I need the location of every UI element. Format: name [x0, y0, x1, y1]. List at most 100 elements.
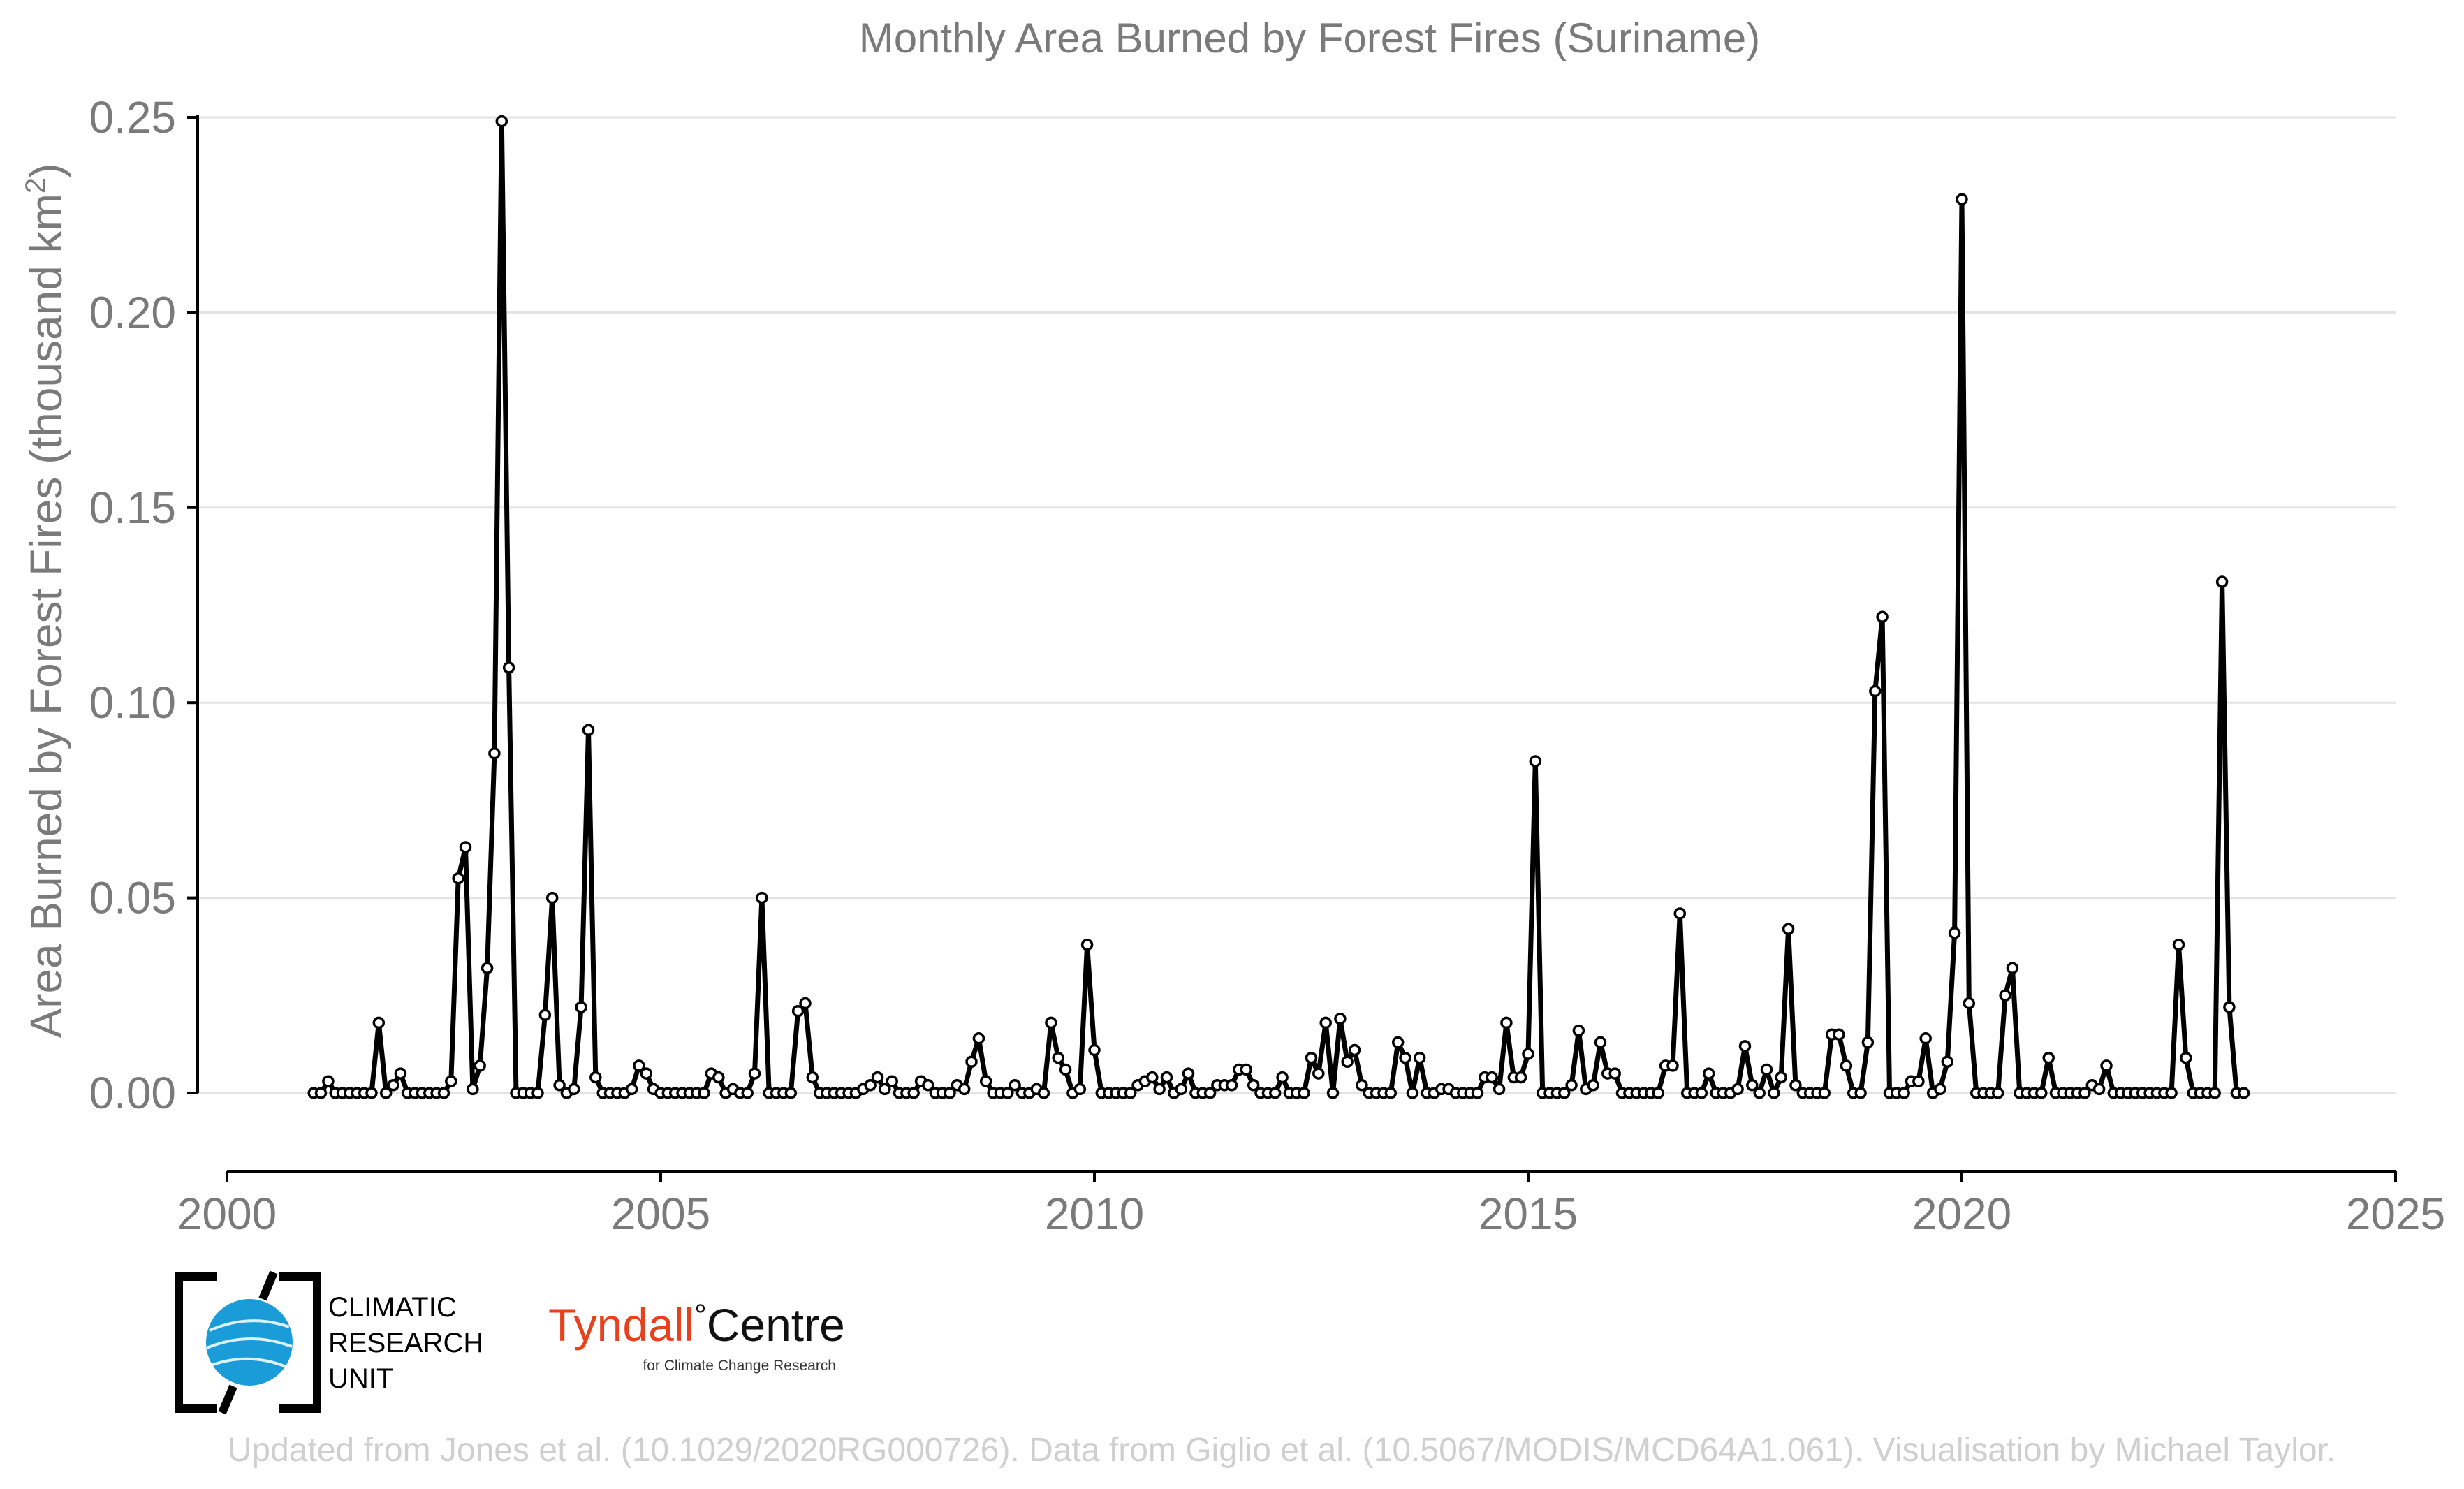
- y-axis-label-superscript: 2: [20, 178, 51, 193]
- data-point: [864, 1079, 877, 1092]
- data-point: [459, 841, 472, 853]
- y-tick-label: 0.25: [89, 92, 176, 142]
- data-point: [633, 1059, 645, 1072]
- data-point: [1991, 1087, 2004, 1099]
- data-point: [1963, 997, 1976, 1010]
- data-point: [791, 1004, 805, 1018]
- x-tick-labels: 2000 2005 2010 2015 2020 2025: [177, 1189, 2445, 1239]
- data-point: [1753, 1087, 1766, 1099]
- data-points: [307, 115, 2250, 1099]
- y-axis-label: Area Burned by Forest Fires (thousand km…: [20, 163, 71, 1039]
- data-point: [1919, 1032, 1932, 1045]
- data-point: [379, 1087, 393, 1099]
- tyndall-logo-subtitle: for Climate Change Research: [643, 1358, 836, 1374]
- data-point: [907, 1087, 920, 1099]
- data-point: [1009, 1079, 1021, 1092]
- data-point: [1356, 1079, 1368, 1092]
- data-point: [1268, 1087, 1282, 1099]
- x-tick-label: 2005: [611, 1189, 710, 1239]
- data-point: [1514, 1071, 1527, 1084]
- data-point: [1587, 1079, 1599, 1092]
- data-point: [871, 1071, 884, 1084]
- y-tick-label: 0.15: [89, 483, 176, 533]
- data-point: [2100, 1059, 2113, 1072]
- data-point: [1695, 1087, 1708, 1099]
- data-point: [972, 1032, 985, 1045]
- tyndall-logo-degree: °: [694, 1298, 707, 1333]
- y-tick-labels: 0.00 0.05 0.10 0.15 0.20 0.25: [89, 92, 198, 1118]
- y-tick-label: 0.05: [89, 873, 176, 923]
- data-point: [1334, 1013, 1347, 1025]
- data-point: [1305, 1051, 1318, 1064]
- data-point: [1276, 1071, 1289, 1084]
- data-point: [1182, 1067, 1195, 1080]
- data-point: [1002, 1087, 1014, 1099]
- data-point: [1073, 1083, 1087, 1096]
- x-tick-label: 2020: [1912, 1189, 2011, 1239]
- credit-text: Updated from Jones et al. (10.1029/2020R…: [228, 1432, 2336, 1469]
- cru-logo: CLIMATIC RESEARCH UNIT: [175, 1270, 483, 1415]
- data-point: [1406, 1087, 1419, 1099]
- data-point: [1702, 1067, 1715, 1080]
- data-point: [1146, 1071, 1159, 1084]
- data-point: [1160, 1071, 1173, 1084]
- data-point: [495, 115, 508, 128]
- data-point: [2035, 1087, 2048, 1099]
- data-point: [1348, 1043, 1361, 1057]
- cru-logo-bracket-left: [175, 1272, 217, 1413]
- cru-logo-slash-top: [258, 1270, 278, 1301]
- data-point: [1341, 1055, 1354, 1069]
- data-point: [1326, 1087, 1340, 1099]
- data-point: [799, 997, 812, 1010]
- data-point: [1312, 1067, 1325, 1080]
- data-point: [2165, 1087, 2178, 1099]
- x-tick-label: 2000: [177, 1189, 277, 1239]
- tyndall-logo-name: Tyndall°Centre: [548, 1298, 845, 1351]
- data-point: [1500, 1016, 1513, 1029]
- y-tick-label: 0.10: [89, 677, 176, 728]
- data-point: [1898, 1087, 1910, 1099]
- data-point: [1652, 1087, 1665, 1099]
- data-point: [1818, 1087, 1831, 1099]
- data-point: [1746, 1079, 1759, 1092]
- data-point: [545, 891, 559, 904]
- data-point: [452, 872, 464, 885]
- data-point: [1319, 1016, 1332, 1029]
- data-point: [437, 1087, 450, 1099]
- data-point: [568, 1083, 580, 1096]
- y-tick-label: 0.00: [89, 1068, 176, 1118]
- data-point: [1493, 1083, 1506, 1096]
- data-point: [1486, 1071, 1498, 1084]
- data-point: [365, 1087, 378, 1099]
- data-point: [2180, 1051, 2192, 1064]
- data-point: [2006, 962, 2019, 974]
- data-point: [474, 1059, 486, 1072]
- data-point: [1934, 1083, 1946, 1096]
- data-point: [481, 962, 494, 974]
- data-point: [1225, 1079, 1238, 1092]
- data-point: [1175, 1083, 1187, 1096]
- data-point: [784, 1087, 798, 1099]
- data-point: [2042, 1051, 2055, 1064]
- data-point: [1782, 923, 1795, 936]
- data-point: [538, 1008, 552, 1021]
- data-point: [531, 1087, 544, 1099]
- chart-title: Monthly Area Burned by Forest Fires (Sur…: [859, 15, 1761, 61]
- data-point: [1240, 1063, 1253, 1076]
- data-point: [1673, 907, 1687, 920]
- data-point: [748, 1067, 761, 1080]
- data-point: [2208, 1087, 2221, 1099]
- data-point: [1153, 1083, 1166, 1096]
- data-point: [2237, 1087, 2250, 1099]
- data-point: [1565, 1079, 1578, 1092]
- data-point: [1768, 1087, 1780, 1099]
- data-point: [1854, 1087, 1867, 1099]
- data-point: [1529, 755, 1542, 768]
- data-point: [502, 661, 515, 674]
- data-point: [741, 1087, 754, 1099]
- series-line: [314, 119, 2244, 1096]
- data-point: [1471, 1087, 1484, 1099]
- data-point: [394, 1067, 407, 1080]
- data-point: [1912, 1075, 1925, 1087]
- cru-text-line2: RESEARCH: [328, 1328, 483, 1358]
